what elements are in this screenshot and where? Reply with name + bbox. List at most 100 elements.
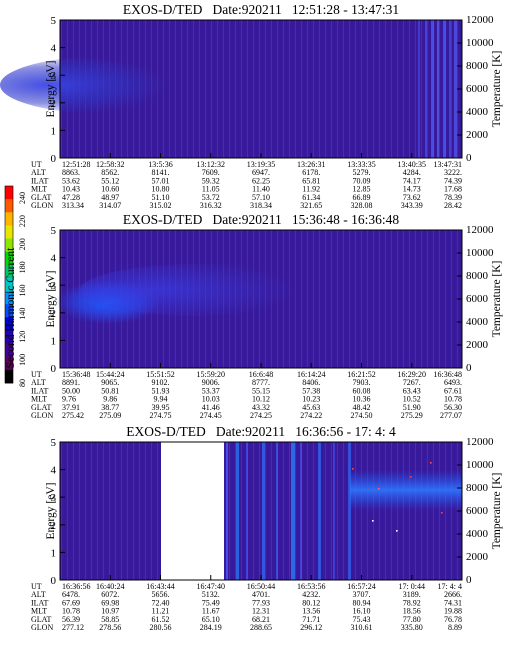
colorbar-swatch-0 xyxy=(5,186,13,200)
panel-3-table-cell: 17: 4: 4 xyxy=(438,582,462,591)
panel-3-table-cell: 13.56 xyxy=(302,607,320,616)
panel-1-table-cell: 13:5:36 xyxy=(148,160,172,169)
panel-3-table-cell: 16:57:24 xyxy=(347,582,375,591)
panel-3-table-cell: 56.39 xyxy=(62,615,80,624)
panel-2-table-cell: 8891. xyxy=(62,378,80,387)
panel-3-sparse-pixel xyxy=(410,476,412,478)
panel-2-left-tick-label: 1 xyxy=(51,335,57,347)
panel-2-title: EXOS-D/TED Date:920211 15:36:48 - 16:36:… xyxy=(123,212,399,227)
panel-3-left-tick-label: 2 xyxy=(51,520,57,532)
panel-2-table-cell: 16:21:52 xyxy=(347,370,375,379)
panel-1-right-tick-label: 4000 xyxy=(466,106,489,118)
panel-3-table-cell: 80.12 xyxy=(302,598,320,607)
panel-2-table-cell: 275.29 xyxy=(401,411,423,420)
panel-3-table-cell: 16:43:44 xyxy=(146,582,174,591)
panel-2-right-tick-label: 6000 xyxy=(466,293,489,305)
panel-1-y-axis-label: Energy [eV] xyxy=(45,61,57,118)
panel-1-table-cell: 10.60 xyxy=(101,185,119,194)
panel-3-table-cell: 11.21 xyxy=(152,607,170,616)
panel-3-title: EXOS-D/TED Date:920211 16:36:56 - 17: 4:… xyxy=(126,424,396,439)
panel-2 xyxy=(56,229,463,369)
panel-3-right-tick-label: 10000 xyxy=(466,459,494,471)
panel-3-left-tick-label: 5 xyxy=(51,437,57,449)
panel-3-table-cell: 6478. xyxy=(62,590,80,599)
panel-3-table-cell: 4701. xyxy=(252,590,270,599)
panel-1-right-tick-label: 10000 xyxy=(466,37,494,49)
panel-2-table-row-label: GLON xyxy=(31,411,53,420)
colorbar-swatch-5 xyxy=(5,251,13,266)
colorbar-swatch-12 xyxy=(5,343,13,358)
panel-3-table-cell: 296.12 xyxy=(300,623,322,632)
panel-3-sparse-pixel xyxy=(396,530,398,532)
panel-2-table-cell: 16:14:24 xyxy=(297,370,325,379)
panel-3-table-cell: 77.80 xyxy=(403,615,421,624)
colorbar-tick-label: 220 xyxy=(18,215,27,227)
panel-1-right-tick-label: 8000 xyxy=(466,60,489,72)
panel-3-texture xyxy=(60,442,462,580)
panel-3-sparse-pixel xyxy=(372,520,374,522)
panel-1-left-tick-label: 3 xyxy=(51,70,57,82)
panel-2-table-cell: 67.61 xyxy=(444,386,462,395)
panel-3-table-cell: 74.31 xyxy=(444,598,462,607)
colorbar-swatch-10 xyxy=(5,317,13,331)
panel-1-table-cell: 13:47:31 xyxy=(434,160,462,169)
panel-3-right-tick-label: 0 xyxy=(466,574,472,586)
panel-3-table-cell: 75.43 xyxy=(353,615,371,624)
panel-1-table-cell: 328.08 xyxy=(351,201,373,210)
panel-1-table-cell: 13:33:35 xyxy=(347,160,375,169)
panel-1-table-cell: 12.85 xyxy=(353,185,371,194)
panel-2-table-cell: 56.30 xyxy=(444,403,462,412)
panel-1-title: EXOS-D/TED Date:920211 12:51:28 - 13:47:… xyxy=(123,2,399,17)
panel-1-table-cell: 48.97 xyxy=(101,193,119,202)
panel-3-table-cell: 16:36:56 xyxy=(62,582,90,591)
panel-1-table-cell: 5279. xyxy=(353,168,371,177)
colorbar-tick-label: 180 xyxy=(18,261,27,273)
panel-3-table-cell: 11.67 xyxy=(202,607,220,616)
panel-1-left-tick-label: 4 xyxy=(51,43,57,55)
panel-3-table-cell: 17: 0:44 xyxy=(399,582,425,591)
panel-2-table-cell: 51.90 xyxy=(403,403,421,412)
panel-2-table-cell: 15:59:20 xyxy=(197,370,225,379)
panel-1-table-cell: 8141. xyxy=(152,168,170,177)
panel-2-table-cell: 50.81 xyxy=(101,386,119,395)
panel-1-table-cell: 65.81 xyxy=(302,176,320,185)
panel-3-table-row-label: UT xyxy=(31,582,42,591)
colorbar-swatch-3 xyxy=(5,225,13,239)
panel-2-ion-population-tail xyxy=(80,264,320,316)
panel-3-table-cell: 12.31 xyxy=(252,607,270,616)
panel-3-table-row-label: GLAT xyxy=(31,615,52,624)
panel-3-table-cell: 19.88 xyxy=(444,607,462,616)
panel-2-table-cell: 60.08 xyxy=(353,386,371,395)
panel-3-table-cell: 16:40:24 xyxy=(96,582,124,591)
colorbar-swatch-1 xyxy=(5,199,13,213)
panel-2-right-axis-label: Temperature [K] xyxy=(491,261,503,338)
panel-2-left-tick-label: 5 xyxy=(51,225,57,237)
colorbar-tick-label: 80 xyxy=(18,379,27,387)
panel-2-table-cell: 10.03 xyxy=(202,395,220,404)
panel-1-table-cell: 53.72 xyxy=(202,193,220,202)
panel-1-table-cell: 55.12 xyxy=(101,176,119,185)
panel-1-table-cell: 313.34 xyxy=(62,201,84,210)
panel-3-table-cell: 277.12 xyxy=(62,623,84,632)
panel-2-table-cell: 15:36:48 xyxy=(62,370,90,379)
panel-3-table-row-label: GLON xyxy=(31,623,53,632)
panel-2-left-tick-label: 2 xyxy=(51,308,57,320)
panel-3-table-cell: 6072. xyxy=(101,590,119,599)
panel-3-right-tick-label: 4000 xyxy=(466,528,489,540)
colorbar: 240 220 200 180 160 140 120 100 80 xyxy=(4,185,27,387)
panel-3-table-cell: 335.80 xyxy=(401,623,423,632)
panel-2-table-cell: 10.52 xyxy=(403,395,421,404)
panel-1 xyxy=(0,19,463,159)
panel-1-ion-population xyxy=(0,55,240,115)
colorbar-swatch-2 xyxy=(5,212,13,226)
panel-2-table-row-label: MLT xyxy=(31,395,47,404)
panel-1-left-tick-label: 2 xyxy=(51,98,57,110)
panel-1-table-cell: 51.10 xyxy=(152,193,170,202)
panel-1-table-cell: 62.25 xyxy=(252,176,270,185)
panel-1-table-cell: 12:58:32 xyxy=(96,160,124,169)
colorbar-swatch-9 xyxy=(5,304,13,318)
panel-1-table-cell: 61.34 xyxy=(302,193,320,202)
panel-2-table-cell: 7903. xyxy=(353,378,371,387)
panel-1-table-cell: 74.39 xyxy=(444,176,462,185)
panel-2-table-cell: 7267. xyxy=(403,378,421,387)
